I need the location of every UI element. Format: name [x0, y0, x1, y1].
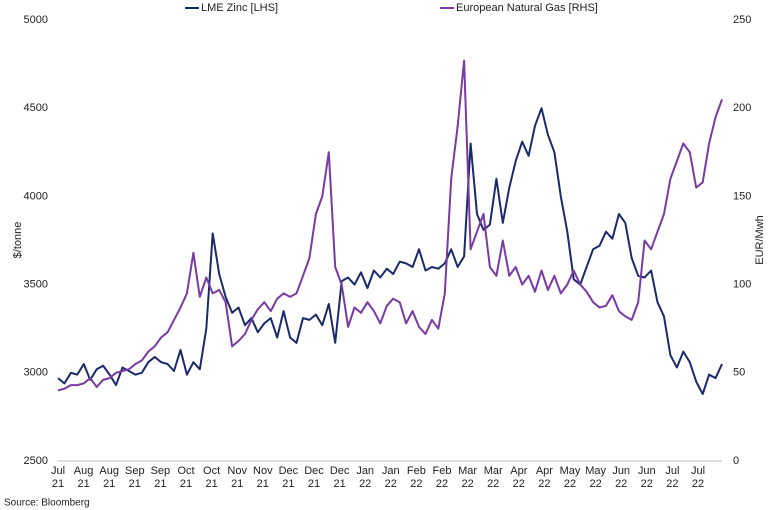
x-tick-label: Jul 22 [665, 465, 680, 490]
x-tick-label: Apr 22 [510, 465, 528, 490]
y2-tick-label: 250 [733, 14, 751, 26]
legend-label: LME Zinc [LHS] [201, 2, 278, 14]
y2-tick-label: 200 [733, 102, 751, 114]
y-tick-label: 5000 [24, 14, 48, 26]
x-tick-label: Dec 21 [278, 465, 299, 490]
y2-axis-label: EUR/Mwh [754, 215, 766, 265]
x-tick-label: Nov 21 [253, 465, 273, 490]
x-tick-label: Sep 21 [125, 465, 145, 490]
series-line [57, 107, 723, 395]
y-tick-label: 4500 [24, 102, 48, 114]
y2-tick-label: 50 [733, 367, 745, 379]
x-tick-label: Nov 21 [227, 465, 247, 490]
x-tick-label: Mar 22 [458, 465, 478, 490]
x-tick-label: Feb 22 [406, 465, 426, 490]
x-tick-label: Jul 21 [50, 465, 66, 490]
y2-tick-label: 0 [733, 455, 739, 467]
x-tick-label: Jul 22 [690, 465, 706, 490]
x-tick-label: Dec 21 [329, 465, 350, 490]
y-tick-label: 4000 [24, 190, 48, 202]
x-tick-label: May 22 [559, 465, 581, 490]
y-tick-label: 3000 [24, 367, 48, 379]
x-tick-label: May 22 [585, 465, 606, 490]
y2-tick-label: 100 [733, 279, 751, 291]
x-tick-label: Jun 22 [637, 465, 656, 490]
x-tick-label: Sep 21 [150, 465, 171, 490]
x-tick-label: Apr 22 [535, 465, 553, 490]
y-axis-label: $/tonne [12, 222, 24, 259]
x-tick-label: Feb 22 [432, 465, 452, 490]
series-line [57, 59, 723, 392]
x-tick-label: Oct 21 [177, 465, 195, 490]
x-tick-label: Jan 22 [356, 465, 375, 490]
x-tick-label: Mar 22 [483, 465, 503, 490]
y-tick-label: 3500 [24, 279, 48, 291]
y-tick-label: 2500 [24, 455, 48, 467]
source: Source: Bloomberg [4, 498, 90, 509]
legend-label: European Natural Gas [RHS] [456, 2, 598, 14]
x-tick-label: Oct 21 [203, 465, 221, 490]
x-tick-label: Dec 21 [304, 465, 324, 490]
x-tick-label: Jan 22 [381, 465, 400, 490]
x-tick-label: Jun 22 [612, 465, 631, 490]
y2-tick-label: 150 [733, 190, 751, 202]
x-tick-label: Aug 21 [73, 465, 94, 490]
x-tick-label: Aug 21 [99, 465, 119, 490]
